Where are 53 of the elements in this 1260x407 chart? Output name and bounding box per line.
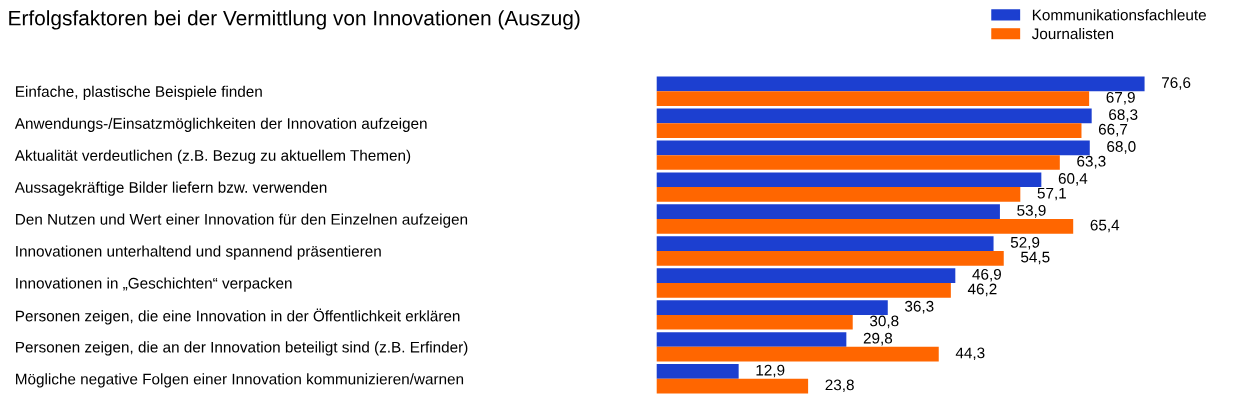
data-label: 36,3	[905, 300, 934, 314]
y-tick-label: Personen zeigen, die an der Innovation beteiligt sind (z.B. Erfinder)	[16, 341, 468, 356]
bar	[656, 155, 1060, 170]
data-label: 76,6	[1162, 77, 1191, 90]
data-label: 46,2	[967, 283, 997, 297]
legend-label: Journalisten	[1031, 27, 1114, 40]
y-tick-label: Anwendungs-/Einsatzmöglichkeiten der Innovation aufzeigen	[14, 117, 427, 132]
data-label: 57,1	[1037, 187, 1066, 201]
bar	[656, 236, 994, 252]
data-label: 65,4	[1090, 219, 1120, 233]
legend-label: Kommunikationsfachleute	[1032, 9, 1206, 21]
data-label: 68,3	[1109, 109, 1138, 122]
y-tick-label: Personen zeigen, die eine Innovation in der Öffentlichkeit erklären	[16, 308, 460, 325]
y-tick-label: Aktualität verdeutlichen (z.B. Bezug zu aktuellem Themen)	[14, 149, 411, 164]
data-label: 67,9	[1106, 91, 1135, 105]
bar	[656, 346, 939, 362]
y-tick-label: Mögliche negative Folgen einer Innovation kommunizieren/warnen	[16, 373, 464, 388]
bar	[656, 187, 1021, 202]
bar	[656, 91, 1090, 106]
y-tick-label: Innovationen in „Geschichten“ verpacken	[16, 277, 292, 292]
data-label: 63,3	[1077, 155, 1106, 169]
bar	[656, 364, 739, 379]
bar	[656, 204, 1000, 220]
bar	[656, 140, 1090, 156]
bar	[656, 268, 956, 283]
bar	[656, 378, 809, 394]
data-label: 23,8	[825, 379, 854, 393]
bar	[656, 172, 1042, 188]
bar	[656, 300, 888, 315]
bar	[656, 251, 1004, 266]
data-label: 54,5	[1021, 251, 1050, 265]
y-tick-label: Aussagekräftige Bilder liefern bzw. verwenden	[14, 181, 327, 196]
data-label: 52,9	[1010, 236, 1040, 250]
data-label: 30,8	[869, 315, 899, 329]
data-label: 66,7	[1098, 123, 1128, 137]
data-label: 44,3	[955, 347, 985, 361]
data-label: 12,9	[756, 364, 785, 378]
y-tick-label: Den Nutzen und Wert einer Innovation für den Einzelnen aufzeigen	[16, 213, 468, 228]
bar	[656, 332, 847, 347]
bar	[656, 108, 1092, 124]
data-label: 68,0	[1107, 141, 1136, 154]
bar	[656, 282, 951, 298]
y-tick-label: Einfache, plastische Beispiele finden	[16, 85, 262, 100]
bar	[656, 219, 1074, 234]
data-label: 29,8	[863, 332, 893, 346]
bar	[656, 123, 1082, 138]
data-label: 53,9	[1017, 205, 1046, 218]
bar	[656, 76, 1145, 92]
data-label: 46,9	[972, 268, 1001, 282]
y-tick-label: Innovationen unterhaltend und spannend präsentieren	[16, 245, 381, 260]
data-label: 60,4	[1058, 173, 1088, 186]
text: Erfolgsfaktoren bei der Vermittlung von Innovationen (Auszug)	[9, 10, 580, 30]
bar	[656, 314, 853, 330]
